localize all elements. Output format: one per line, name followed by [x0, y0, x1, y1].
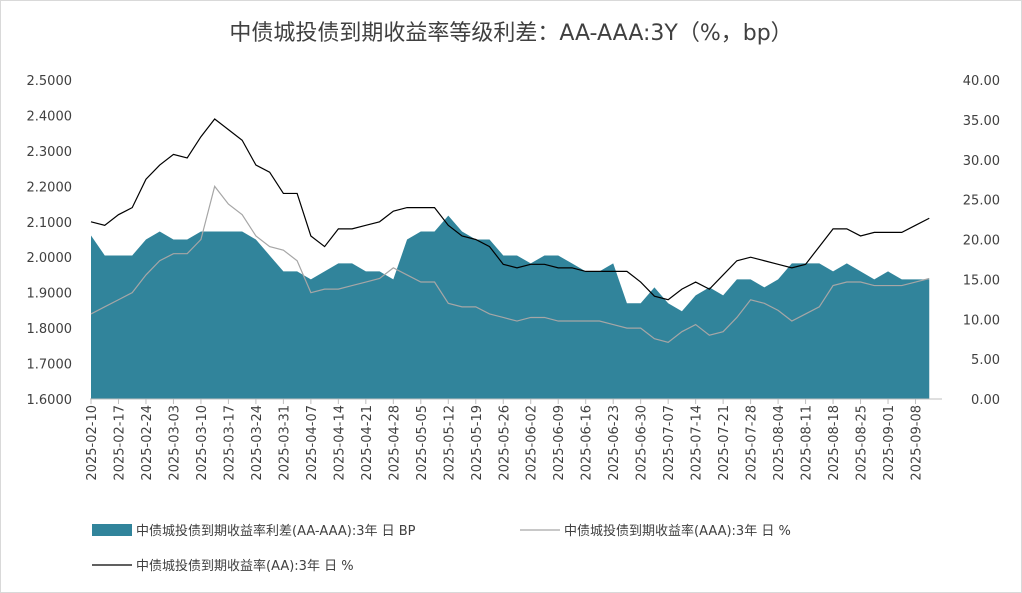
x-tick-label: 2025-02-24	[140, 405, 155, 481]
legend-label: 中债城投债到期收益率(AAA):3年 日 %	[564, 523, 791, 539]
x-tick-label: 2025-03-31	[277, 405, 292, 481]
x-tick-label: 2025-05-05	[415, 405, 430, 481]
x-tick-label: 2025-06-30	[635, 405, 650, 481]
x-tick-label: 2025-06-09	[552, 405, 567, 481]
y2-tick-label: 25.00	[963, 194, 1000, 209]
y2-tick-label: 10.00	[963, 313, 1000, 328]
legend-marker	[92, 524, 132, 536]
x-tick-label: 2025-05-19	[470, 405, 485, 481]
x-tick-label: 2025-03-17	[222, 405, 237, 481]
y2-tick-label: 20.00	[963, 234, 1000, 249]
y2-tick-label: 15.00	[963, 273, 1000, 288]
y-tick-label: 1.6000	[27, 393, 73, 408]
y2-tick-label: 30.00	[963, 154, 1000, 169]
x-tick-label: 2025-03-10	[195, 405, 210, 481]
legend-label: 中债城投债到期收益率利差(AA-AAA):3年 日 BP	[136, 523, 416, 539]
x-tick-label: 2025-03-03	[167, 405, 182, 481]
x-tick-label: 2025-02-17	[112, 405, 127, 481]
legend-label: 中债城投债到期收益率(AA):3年 日 %	[136, 558, 354, 574]
y2-tick-label: 5.00	[971, 353, 1000, 368]
y2-tick-label: 0.00	[971, 393, 1000, 408]
line	[90, 184, 930, 343]
x-tick-label: 2025-07-21	[717, 405, 732, 481]
y-tick-label: 1.7000	[27, 358, 73, 373]
x-tick-label: 2025-08-11	[800, 405, 815, 481]
x-tick-label: 2025-04-21	[360, 405, 375, 481]
x-tick-label: 2025-05-12	[442, 405, 457, 481]
x-tick-label: 2025-07-14	[690, 405, 705, 481]
x-tick-label: 2025-08-18	[827, 405, 842, 481]
x-tick-label: 2025-06-23	[607, 405, 622, 481]
y-tick-label: 1.8000	[27, 322, 73, 337]
y-tick-label: 2.1000	[27, 216, 73, 231]
y-tick-label: 1.9000	[27, 287, 73, 302]
x-tick-label: 2025-07-07	[662, 405, 677, 481]
x-tick-label: 2025-03-24	[250, 405, 265, 481]
y2-tick-label: 35.00	[963, 114, 1000, 129]
x-tick-label: 2025-08-25	[855, 405, 870, 481]
x-tick-label: 2025-06-02	[525, 405, 540, 481]
line	[90, 118, 930, 301]
x-tick-label: 2025-04-07	[305, 405, 320, 481]
y-tick-label: 2.4000	[27, 109, 73, 124]
area	[91, 215, 930, 399]
x-tick-label: 2025-08-04	[772, 405, 787, 481]
y-tick-label: 2.5000	[27, 74, 73, 89]
x-tick-label: 2025-06-16	[580, 405, 595, 481]
x-tick-label: 2025-05-26	[497, 405, 512, 481]
y-tick-label: 2.0000	[27, 251, 73, 266]
chart-title: 中债城投债到期收益率等级利差：AA-AAA:3Y（%，bp）	[229, 21, 792, 46]
x-tick-label: 2025-04-28	[387, 405, 402, 481]
y-tick-label: 2.2000	[27, 180, 73, 195]
x-tick-label: 2025-09-01	[882, 405, 897, 481]
x-tick-label: 2025-09-08	[910, 405, 925, 481]
y2-tick-label: 40.00	[963, 74, 1000, 89]
x-tick-label: 2025-04-14	[332, 405, 347, 481]
x-tick-label: 2025-07-28	[745, 405, 760, 481]
x-tick-label: 2025-02-10	[85, 405, 100, 481]
y-tick-label: 2.3000	[27, 145, 73, 160]
